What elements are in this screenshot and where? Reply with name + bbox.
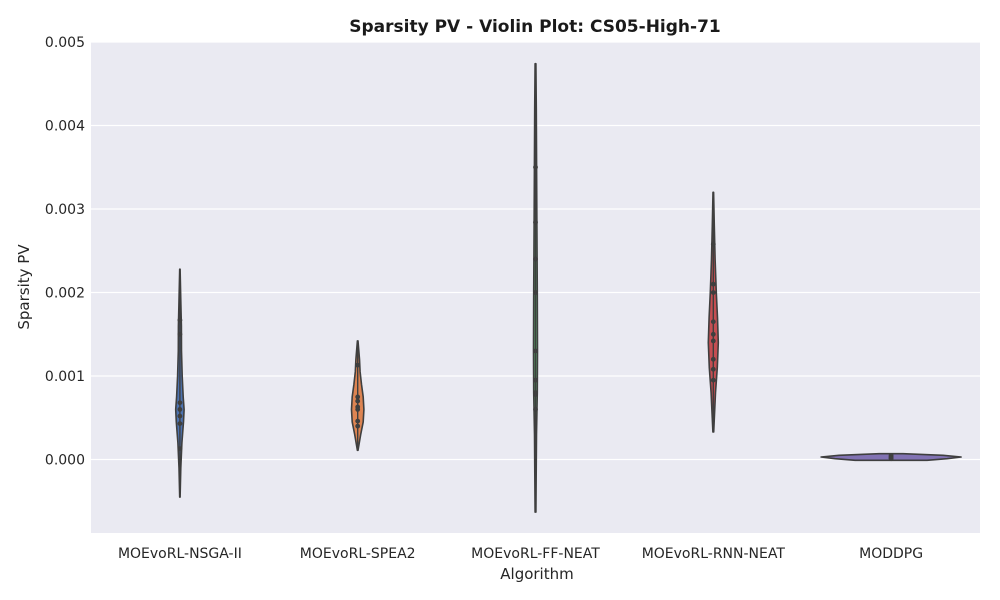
x-tick-label: MOEvoRL-RNN-NEAT (642, 546, 786, 562)
data-point (533, 407, 538, 412)
violin-2 (350, 340, 365, 452)
data-point (177, 421, 183, 427)
data-point (710, 366, 716, 372)
data-point (533, 391, 538, 397)
chart-title: Sparsity PV - Violin Plot: CS05-High-71 (349, 17, 721, 37)
data-point (355, 398, 361, 404)
data-point (177, 331, 183, 337)
x-tick-label: MODDPG (859, 546, 923, 562)
data-point (177, 446, 183, 452)
violin-4 (707, 191, 720, 433)
violin-1 (174, 268, 185, 498)
data-point (355, 362, 361, 368)
data-point (533, 377, 538, 383)
y-tick-label: 0.004 (45, 119, 85, 135)
data-point (177, 413, 183, 419)
y-tick-labels: 0.000 0.001 0.002 0.003 0.004 0.005 (45, 35, 85, 469)
violins (174, 62, 962, 513)
data-point (710, 377, 716, 383)
y-tick-label: 0.000 (45, 453, 85, 469)
y-axis-label: Sparsity PV (15, 244, 33, 330)
y-tick-label: 0.003 (45, 202, 85, 218)
data-point (710, 319, 716, 325)
x-tick-label: MOEvoRL-SPEA2 (300, 546, 416, 562)
data-point (710, 241, 716, 247)
data-point (533, 348, 538, 354)
data-point (710, 290, 716, 295)
data-point (177, 317, 183, 323)
data-point (355, 407, 361, 412)
y-tick-label: 0.002 (45, 286, 85, 302)
data-point (533, 164, 538, 170)
data-point (888, 456, 894, 462)
data-point (710, 281, 716, 287)
data-point (177, 400, 183, 406)
data-point (355, 418, 361, 424)
data-point (533, 219, 538, 225)
data-point (533, 256, 538, 262)
y-tick-label: 0.001 (45, 369, 85, 385)
x-tick-label: MOEvoRL-NSGA-II (118, 546, 242, 562)
x-axis-label: Algorithm (500, 565, 573, 583)
x-tick-label: MOEvoRL-FF-NEAT (471, 546, 600, 562)
data-point (533, 290, 538, 295)
y-tick-label: 0.005 (45, 35, 85, 51)
data-point (710, 356, 716, 362)
x-tick-labels: MOEvoRL-NSGA-II MOEvoRL-SPEA2 MOEvoRL-FF-N… (118, 546, 923, 562)
violin-3 (532, 62, 539, 513)
data-point (355, 394, 361, 400)
data-point (177, 407, 183, 412)
data-point (710, 338, 716, 344)
violin-5 (820, 452, 962, 462)
data-point (710, 331, 716, 337)
data-point (355, 423, 361, 429)
